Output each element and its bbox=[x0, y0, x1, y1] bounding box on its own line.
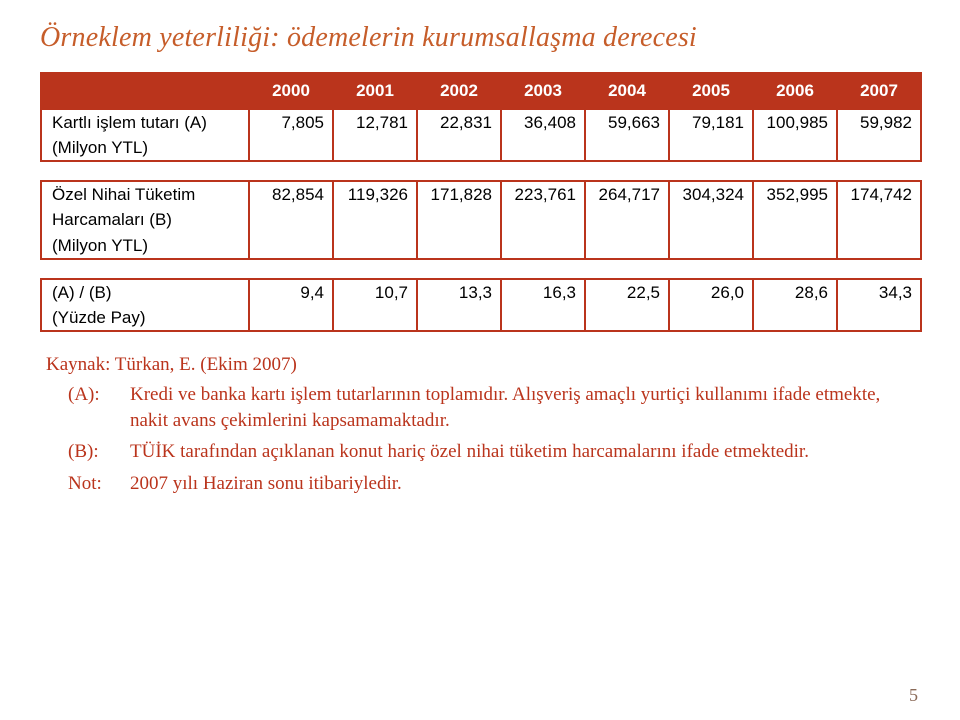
note-text: TÜİK tarafından açıklanan konut hariç öz… bbox=[130, 439, 898, 465]
header-year: 2004 bbox=[585, 73, 669, 109]
cell: 100,985 bbox=[753, 109, 837, 135]
header-year: 2007 bbox=[837, 73, 921, 109]
note-key: (B): bbox=[68, 439, 130, 465]
cell: 34,3 bbox=[837, 279, 921, 305]
table-row: Özel Nihai Tüketim 82,854 119,326 171,82… bbox=[41, 181, 921, 207]
cell: 10,7 bbox=[333, 279, 417, 305]
table-row: (A) / (B) 9,4 10,7 13,3 16,3 22,5 26,0 2… bbox=[41, 279, 921, 305]
page-number: 5 bbox=[909, 685, 918, 706]
cell: 7,805 bbox=[249, 109, 333, 135]
cell: 171,828 bbox=[417, 181, 501, 207]
cell: 26,0 bbox=[669, 279, 753, 305]
row-label: (A) / (B) bbox=[41, 279, 249, 305]
header-year: 2006 bbox=[753, 73, 837, 109]
row-label: Kartlı işlem tutarı (A) bbox=[41, 109, 249, 135]
header-blank bbox=[41, 73, 249, 109]
notes-block: (A): Kredi ve banka kartı işlem tutarlar… bbox=[68, 382, 898, 497]
cell: 119,326 bbox=[333, 181, 417, 207]
cell: 12,781 bbox=[333, 109, 417, 135]
cell: 304,324 bbox=[669, 181, 753, 207]
cell: 36,408 bbox=[501, 109, 585, 135]
row-sublabel: Harcamaları (B) bbox=[41, 207, 249, 233]
page-title: Örneklem yeterliliği: ödemelerin kurumsa… bbox=[40, 22, 920, 54]
cell: 28,6 bbox=[753, 279, 837, 305]
row-label: Özel Nihai Tüketim bbox=[41, 181, 249, 207]
header-year: 2001 bbox=[333, 73, 417, 109]
cell: 264,717 bbox=[585, 181, 669, 207]
table-row: Kartlı işlem tutarı (A) 7,805 12,781 22,… bbox=[41, 109, 921, 135]
note-text: 2007 yılı Haziran sonu itibariyledir. bbox=[130, 471, 898, 497]
note-row: (B): TÜİK tarafından açıklanan konut har… bbox=[68, 439, 898, 465]
table-row: (Milyon YTL) bbox=[41, 233, 921, 259]
cell: 16,3 bbox=[501, 279, 585, 305]
cell: 82,854 bbox=[249, 181, 333, 207]
cell: 22,831 bbox=[417, 109, 501, 135]
note-key: (A): bbox=[68, 382, 130, 408]
row-sublabel: (Yüzde Pay) bbox=[41, 305, 249, 331]
table-row: (Milyon YTL) bbox=[41, 135, 921, 161]
table-row: Harcamaları (B) bbox=[41, 207, 921, 233]
cell: 59,663 bbox=[585, 109, 669, 135]
note-text: Kredi ve banka kartı işlem tutarlarının … bbox=[130, 382, 898, 433]
cell: 13,3 bbox=[417, 279, 501, 305]
note-key: Not: bbox=[68, 471, 130, 497]
cell: 22,5 bbox=[585, 279, 669, 305]
table-header-row: 2000 2001 2002 2003 2004 2005 2006 2007 bbox=[41, 73, 921, 109]
table-row: (Yüzde Pay) bbox=[41, 305, 921, 331]
cell: 9,4 bbox=[249, 279, 333, 305]
data-table: 2000 2001 2002 2003 2004 2005 2006 2007 … bbox=[40, 72, 922, 332]
header-year: 2003 bbox=[501, 73, 585, 109]
cell: 352,995 bbox=[753, 181, 837, 207]
header-year: 2000 bbox=[249, 73, 333, 109]
cell: 174,742 bbox=[837, 181, 921, 207]
row-sublabel: (Milyon YTL) bbox=[41, 135, 249, 161]
note-row: Not: 2007 yılı Haziran sonu itibariyledi… bbox=[68, 471, 898, 497]
source-line: Kaynak: Türkan, E. (Ekim 2007) bbox=[46, 354, 920, 376]
header-year: 2002 bbox=[417, 73, 501, 109]
cell: 59,982 bbox=[837, 109, 921, 135]
cell: 79,181 bbox=[669, 109, 753, 135]
note-row: (A): Kredi ve banka kartı işlem tutarlar… bbox=[68, 382, 898, 433]
row-sublabel: (Milyon YTL) bbox=[41, 233, 249, 259]
cell: 223,761 bbox=[501, 181, 585, 207]
header-year: 2005 bbox=[669, 73, 753, 109]
